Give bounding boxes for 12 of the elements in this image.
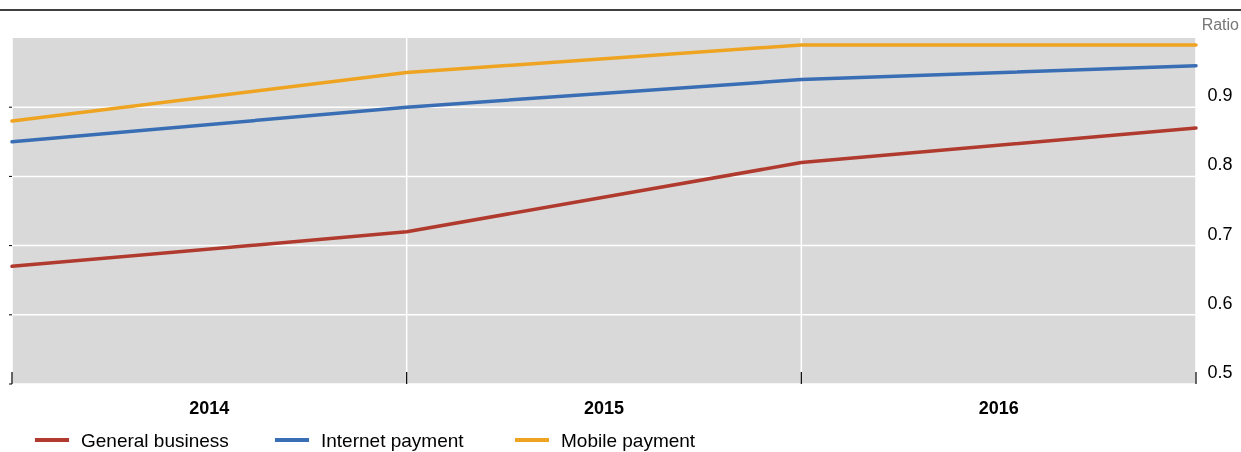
legend-label: General business <box>81 430 229 451</box>
legend-label: Internet payment <box>321 430 465 451</box>
x-tick-label: 2016 <box>978 398 1019 418</box>
x-tick-label: 2015 <box>583 398 625 418</box>
y-axis-title: Ratio <box>1201 16 1240 33</box>
y-tick-label: 0.5 <box>1207 362 1233 382</box>
y-tick-label: 0.9 <box>1207 85 1233 106</box>
legend-label: Mobile payment <box>561 430 696 451</box>
y-tick-label: 0.7 <box>1207 223 1233 244</box>
x-tick-label: 2014 <box>189 398 230 418</box>
y-tick-label: 0.8 <box>1207 154 1233 175</box>
y-tick-label: 0.6 <box>1207 292 1233 313</box>
